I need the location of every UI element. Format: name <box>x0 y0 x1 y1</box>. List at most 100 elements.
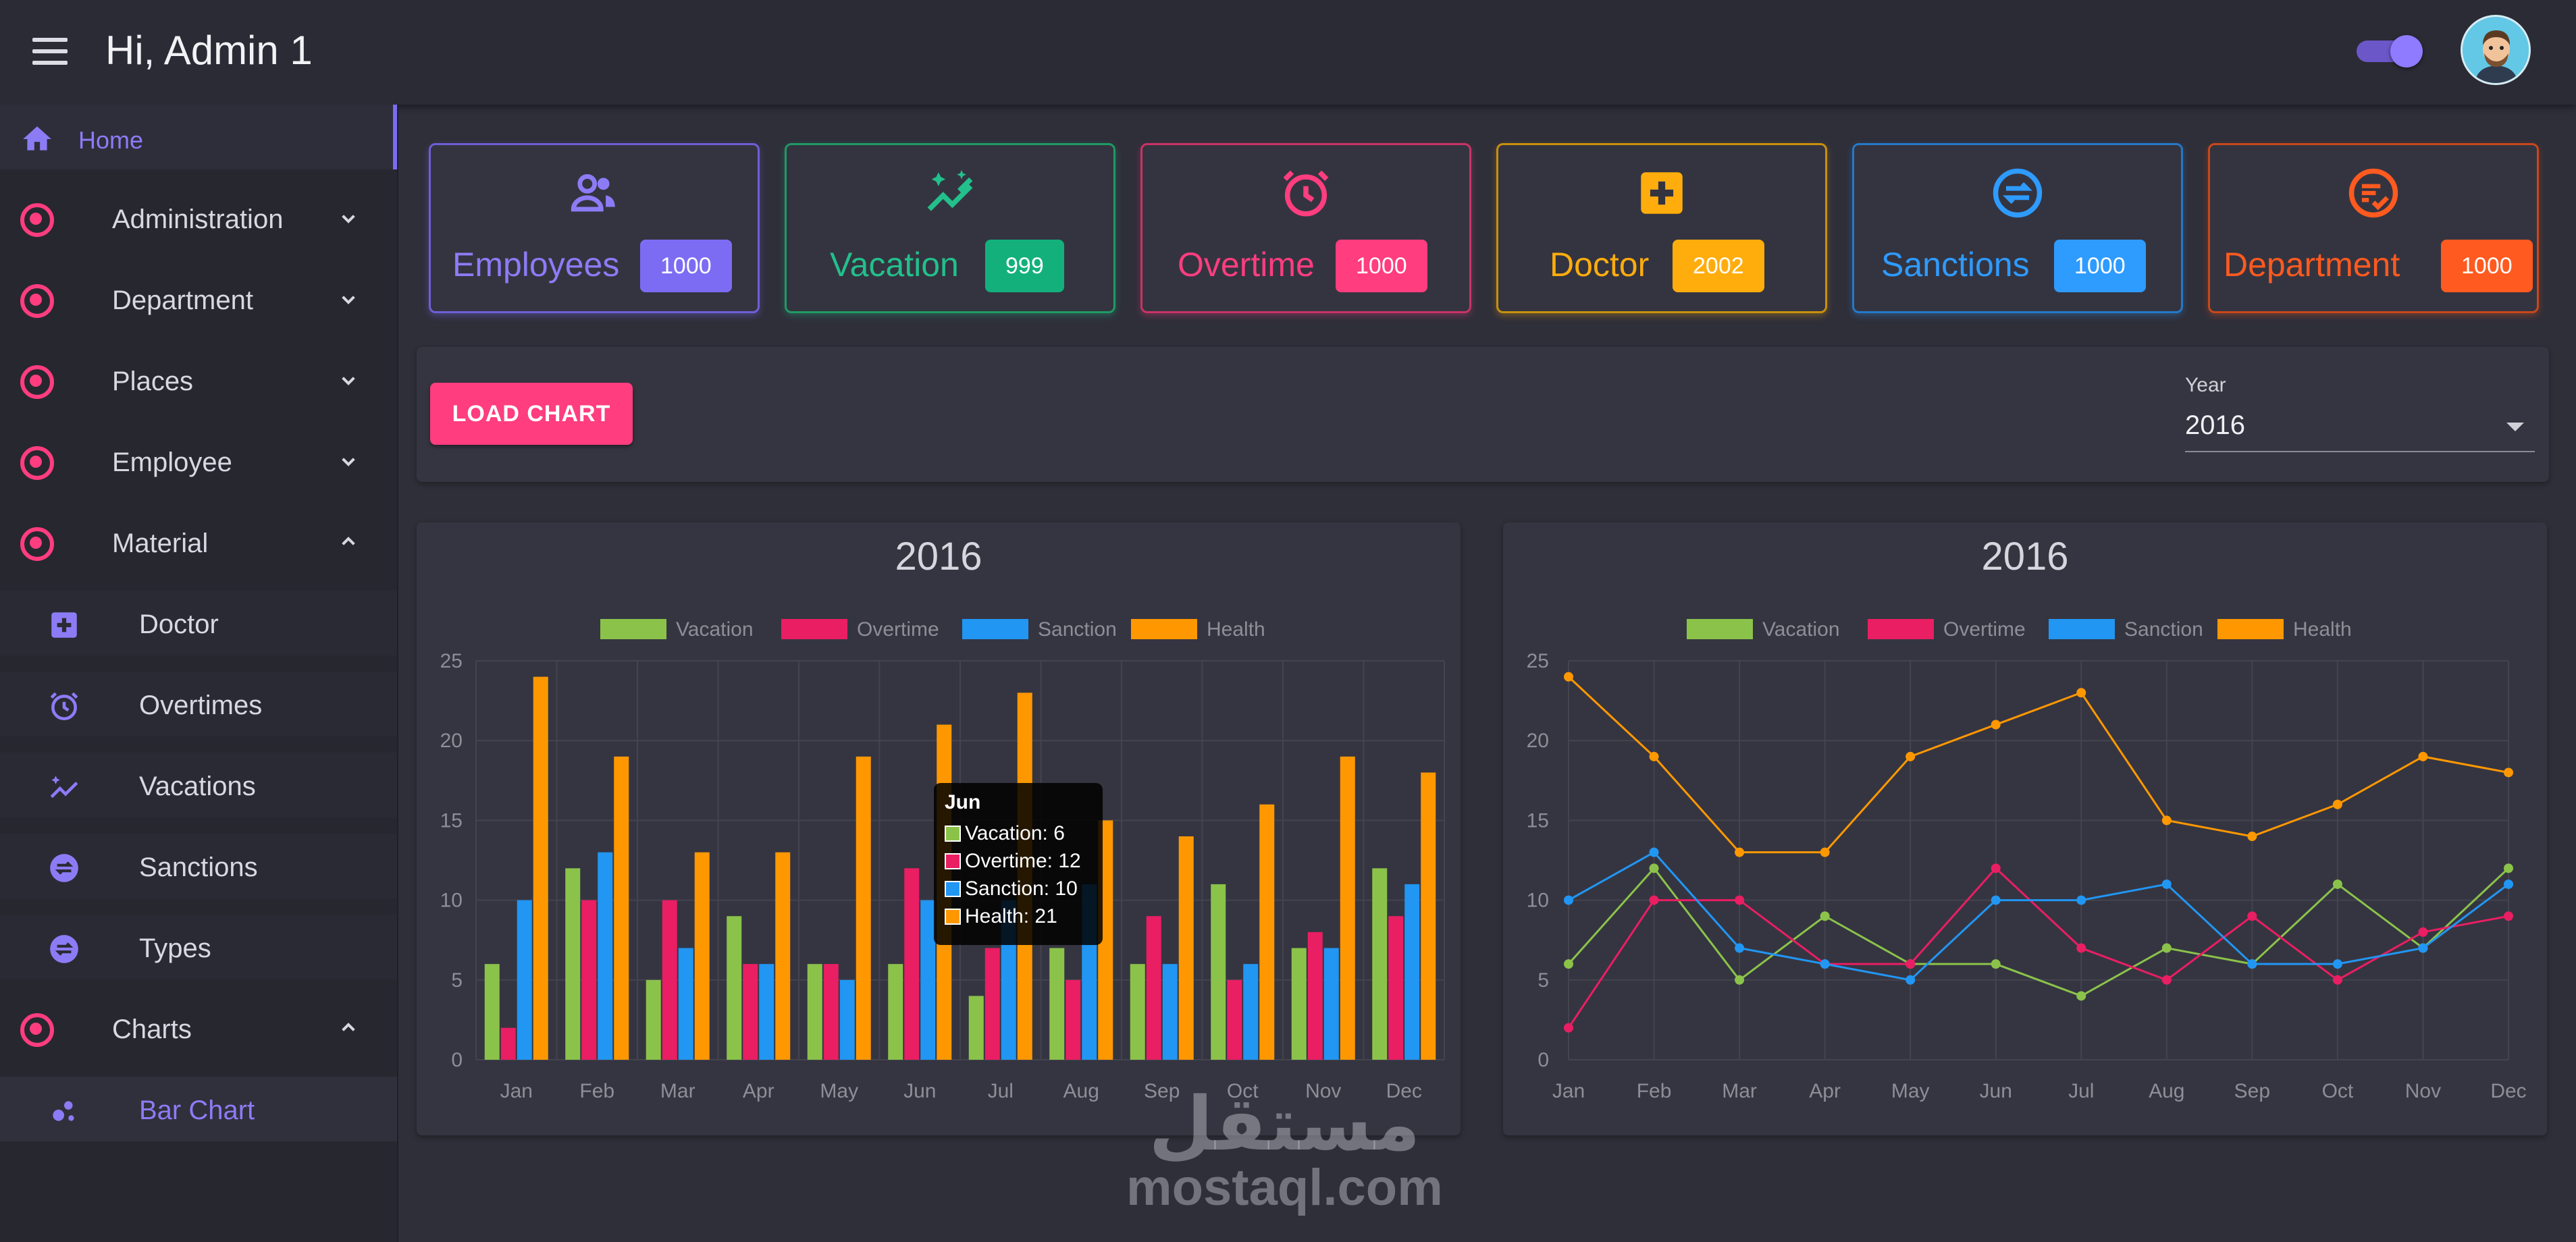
bar <box>823 964 839 1060</box>
x-tick-label: May <box>820 1080 858 1102</box>
stat-card-overtime[interactable]: Overtime 1000 <box>1140 143 1471 313</box>
x-tick-label: Feb <box>579 1080 614 1102</box>
stat-card-sanctions[interactable]: Sanctions 1000 <box>1852 143 2183 313</box>
series-line <box>1568 850 2509 981</box>
people-icon <box>571 173 615 212</box>
sidebar-item-material[interactable]: Material <box>0 510 397 574</box>
bar <box>1340 756 1355 1060</box>
data-point <box>2076 943 2086 953</box>
medical-plus-icon <box>1641 172 1683 214</box>
theme-toggle[interactable] <box>2357 35 2423 68</box>
radio-dot-icon <box>20 527 54 561</box>
stat-card-employees[interactable]: Employees 1000 <box>429 143 760 313</box>
sidebar-item-label: Doctor <box>139 610 219 639</box>
bar <box>598 852 613 1060</box>
y-tick-label: 5 <box>1537 969 1549 992</box>
bar <box>743 964 758 1060</box>
bubble-chart-icon <box>53 1101 74 1121</box>
load-chart-button[interactable]: LOAD CHART <box>430 383 633 445</box>
sparkle-trend-icon <box>50 776 78 799</box>
chevron-down-icon <box>342 458 355 466</box>
year-select[interactable]: 2016 <box>2185 408 2535 452</box>
sidebar-item-employee[interactable]: Employee <box>0 429 397 493</box>
legend-label: Vacation <box>676 618 754 641</box>
y-tick-label: 10 <box>1527 890 1549 912</box>
data-point <box>2418 943 2428 953</box>
sidebar-item-charts[interactable]: Charts <box>0 996 397 1060</box>
x-tick-label: Jan <box>500 1080 533 1102</box>
legend-swatch <box>945 826 961 842</box>
bar <box>581 900 597 1060</box>
sidebar-item-label: Department <box>112 286 253 315</box>
bar <box>646 979 661 1060</box>
stat-card-department[interactable]: Department 1000 <box>2208 143 2539 313</box>
sidebar-item-label: Sanctions <box>139 853 258 882</box>
x-tick-label: Jul <box>2068 1080 2094 1102</box>
sidebar-item-label: Charts <box>112 1015 192 1044</box>
bar <box>727 916 742 1060</box>
legend-label: Health <box>1207 618 1265 641</box>
watermark-latin: mostaql.com <box>1126 1159 1443 1216</box>
sidebar-item-administration[interactable]: Administration <box>0 186 397 250</box>
radio-dot-icon <box>20 446 54 480</box>
stat-card-doctor[interactable]: Doctor 2002 <box>1496 143 1827 313</box>
bar <box>1259 804 1275 1060</box>
data-point <box>1649 751 1659 761</box>
data-point <box>1991 959 2001 969</box>
sparkle-trend-icon <box>927 169 973 211</box>
stat-card-vacation[interactable]: Vacation 999 <box>785 143 1115 313</box>
sidebar-item-department[interactable]: Department <box>0 267 397 331</box>
bar <box>1049 948 1065 1060</box>
line-chart-panel: 2016 Vacation Overtime Sanction Health 0 5 10 15… <box>1503 522 2547 1135</box>
sidebar-item-types[interactable]: Types <box>0 915 397 979</box>
sidebar-item-overtimes[interactable]: Overtimes <box>0 672 397 736</box>
data-point <box>2418 927 2428 937</box>
legend-swatch <box>2049 619 2115 639</box>
bar <box>984 948 1000 1060</box>
bar <box>1307 932 1323 1060</box>
tooltip-title: Jun <box>945 791 981 813</box>
bar <box>775 852 791 1060</box>
avatar[interactable] <box>2461 15 2531 85</box>
data-point <box>1564 1023 1573 1033</box>
hamburger-menu-icon[interactable] <box>32 38 68 65</box>
sidebar-item-sanctions[interactable]: Sanctions <box>0 834 397 898</box>
data-point <box>2161 943 2172 953</box>
card-count-badge: 1000 <box>2441 240 2533 292</box>
sidebar-item-vacations[interactable]: Vacations <box>0 753 397 817</box>
legend-swatch <box>945 909 961 925</box>
medical-plus-icon <box>51 612 77 638</box>
data-point <box>2161 879 2172 889</box>
sidebar-item-places[interactable]: Places <box>0 348 397 412</box>
sidebar-item-label: Overtimes <box>139 691 263 720</box>
bar-chart-panel: 2016 Vacation Overtime Sanction Health 0 5 10 15… <box>417 522 1461 1135</box>
tooltip-row: Overtime: 12 <box>945 850 1081 873</box>
series-line <box>1567 866 2510 998</box>
legend-label: Vacation <box>1762 618 1840 641</box>
x-tick-label: Mar <box>660 1080 695 1102</box>
bar <box>807 964 822 1060</box>
data-point <box>2076 688 2086 698</box>
sidebar-item-doctor[interactable]: Doctor <box>0 591 397 655</box>
x-tick-label: Jun <box>903 1080 936 1102</box>
data-point <box>2504 863 2513 873</box>
data-point <box>2161 815 2172 826</box>
sidebar-item-label: Bar Chart <box>139 1096 255 1125</box>
tooltip-row: Sanction: 10 <box>945 878 1078 900</box>
sidebar-item-bar-chart[interactable]: Bar Chart <box>0 1077 397 1141</box>
bar <box>839 979 855 1060</box>
x-tick-label: Aug <box>2149 1080 2184 1102</box>
y-tick-label: 25 <box>1527 650 1549 672</box>
sidebar-item-label: Places <box>112 367 194 396</box>
tooltip-row-text: Health: 21 <box>965 905 1057 927</box>
data-point <box>2247 832 2257 842</box>
data-point <box>1735 975 1745 985</box>
sidebar-item-home[interactable]: Home <box>0 105 397 169</box>
tooltip-row: Vacation: 6 <box>945 822 1065 845</box>
legend-swatch <box>1131 619 1197 639</box>
data-point <box>2076 895 2086 905</box>
data-point <box>1649 863 1659 873</box>
bar <box>968 996 984 1060</box>
bar <box>694 852 710 1060</box>
chart-title: 2016 <box>895 535 982 578</box>
